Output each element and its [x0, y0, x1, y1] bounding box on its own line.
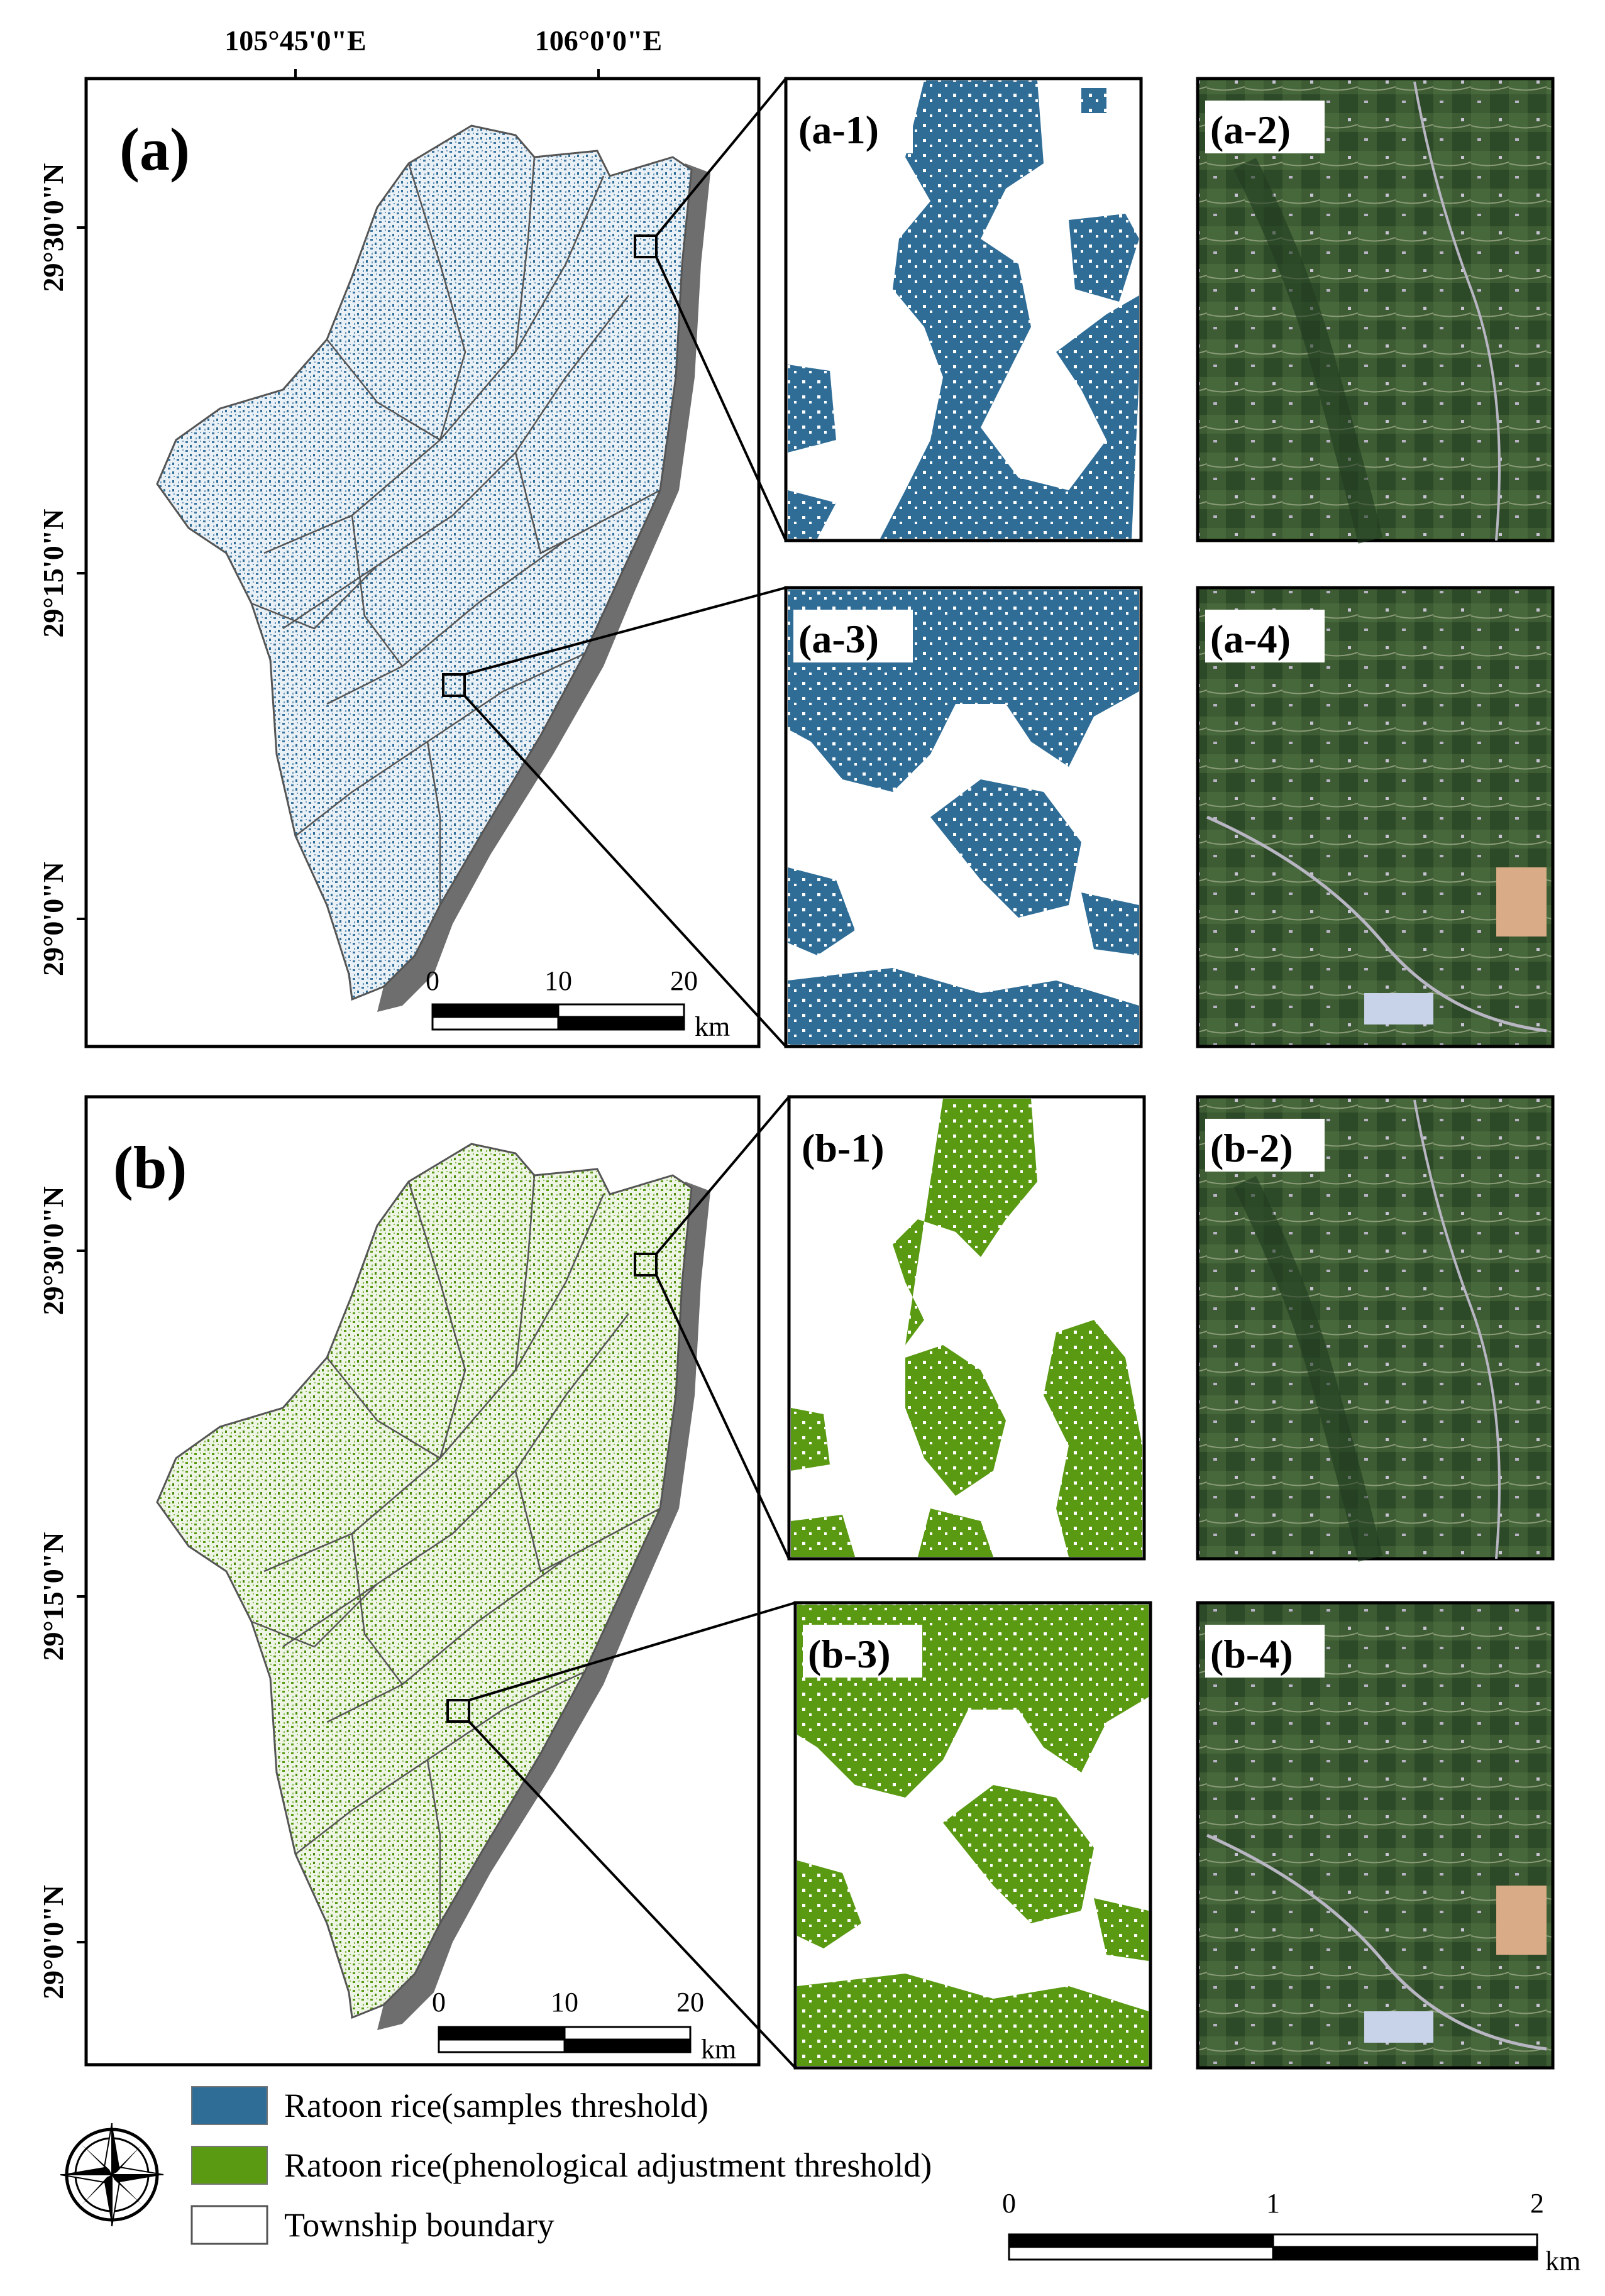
lat-tick-b-2: 29°15'0"N [37, 1532, 69, 1661]
detail-b-3: (b-3) [793, 1601, 1152, 2070]
township-boundaries-b [251, 1175, 661, 1923]
scale-a-tick-10: 10 [544, 965, 572, 996]
township-boundaries-a [251, 157, 661, 905]
county-region-b [156, 1143, 693, 2019]
locator-box-b-1 [634, 1253, 658, 1277]
left-axis-ticks-a [77, 226, 86, 920]
detail-b-1: (b-1) [787, 1095, 1146, 1561]
detail-a-2: (a-2) [1196, 77, 1555, 544]
county-region-a [156, 124, 693, 1001]
lat-tick-b-3: 29°0'0"N [37, 1885, 69, 1999]
scale-bar-a: 0 10 20 km [426, 965, 730, 1042]
lon-tick-2: 106°0'0"E [535, 25, 662, 57]
scale-a-tick-20: 20 [670, 965, 698, 996]
scale-b-tick-10: 10 [551, 1987, 578, 2018]
legend-label-samples: Ratoon rice(samples threshold) [284, 2087, 709, 2124]
scale-detail-tick-2: 2 [1530, 2188, 1544, 2219]
panel-b: (b) 29°30'0"N 2 [37, 1095, 1555, 2070]
locator-box-a-3 [442, 673, 466, 697]
legend-swatch-samples [191, 2086, 268, 2125]
label-a-2: (a-2) [1210, 107, 1291, 152]
locator-box-a-1 [634, 234, 658, 258]
scale-b-tick-0: 0 [432, 1987, 446, 2018]
scale-a-tick-0: 0 [426, 965, 439, 996]
scale-b-tick-20: 20 [676, 1987, 704, 2018]
label-a-4: (a-4) [1210, 617, 1291, 661]
label-a-3: (a-3) [798, 617, 879, 661]
label-b-4: (b-4) [1210, 1632, 1293, 1676]
scale-detail-tick-1: 1 [1266, 2188, 1280, 2219]
label-b-1: (b-1) [802, 1126, 885, 1170]
locator-box-b-3 [446, 1699, 470, 1723]
legend-swatch-phenological [191, 2146, 268, 2185]
leader-lines-a [463, 77, 787, 1048]
scale-a-unit: km [695, 1011, 730, 1042]
label-b-2: (b-2) [1210, 1126, 1293, 1170]
legend-label-township: Township boundary [284, 2206, 554, 2244]
scale-b-unit: km [701, 2034, 736, 2065]
detail-b-4: (b-4) [1196, 1601, 1555, 2070]
legend-label-phenological: Ratoon rice(phenological adjustment thre… [284, 2146, 932, 2184]
detail-a-3: (a-3) [784, 586, 1143, 1048]
panel-a: (a) [37, 25, 1555, 1048]
scale-detail-tick-0: 0 [1002, 2188, 1016, 2219]
lat-tick-b-1: 29°30'0"N [37, 1187, 69, 1316]
panel-a-label: (a) [119, 116, 190, 183]
label-b-3: (b-3) [808, 1632, 891, 1676]
legend: Ratoon rice(samples threshold) Ratoon ri… [60, 2086, 932, 2245]
scale-detail-unit: km [1545, 2246, 1580, 2277]
label-a-1: (a-1) [798, 107, 879, 152]
lat-tick-a-1: 29°30'0"N [37, 163, 69, 292]
scale-bar-detail: 0 1 2 km [1002, 2188, 1580, 2277]
legend-swatch-township [190, 2205, 268, 2245]
panel-b-label: (b) [113, 1134, 187, 1201]
scale-bar-b: 0 10 20 km [432, 1987, 736, 2065]
left-axis-ticks-b [77, 1250, 86, 1943]
lon-tick-1: 105°45'0"E [224, 25, 366, 57]
lat-tick-a-2: 29°15'0"N [37, 509, 69, 638]
detail-a-1: (a-1) [784, 77, 1143, 542]
lat-tick-a-3: 29°0'0"N [37, 862, 69, 976]
detail-b-2: (b-2) [1196, 1095, 1555, 1562]
detail-a-4: (a-4) [1196, 586, 1555, 1048]
leader-lines-b [468, 1096, 797, 2069]
compass-rose-icon [60, 2123, 164, 2227]
top-axis-ticks [294, 69, 600, 79]
